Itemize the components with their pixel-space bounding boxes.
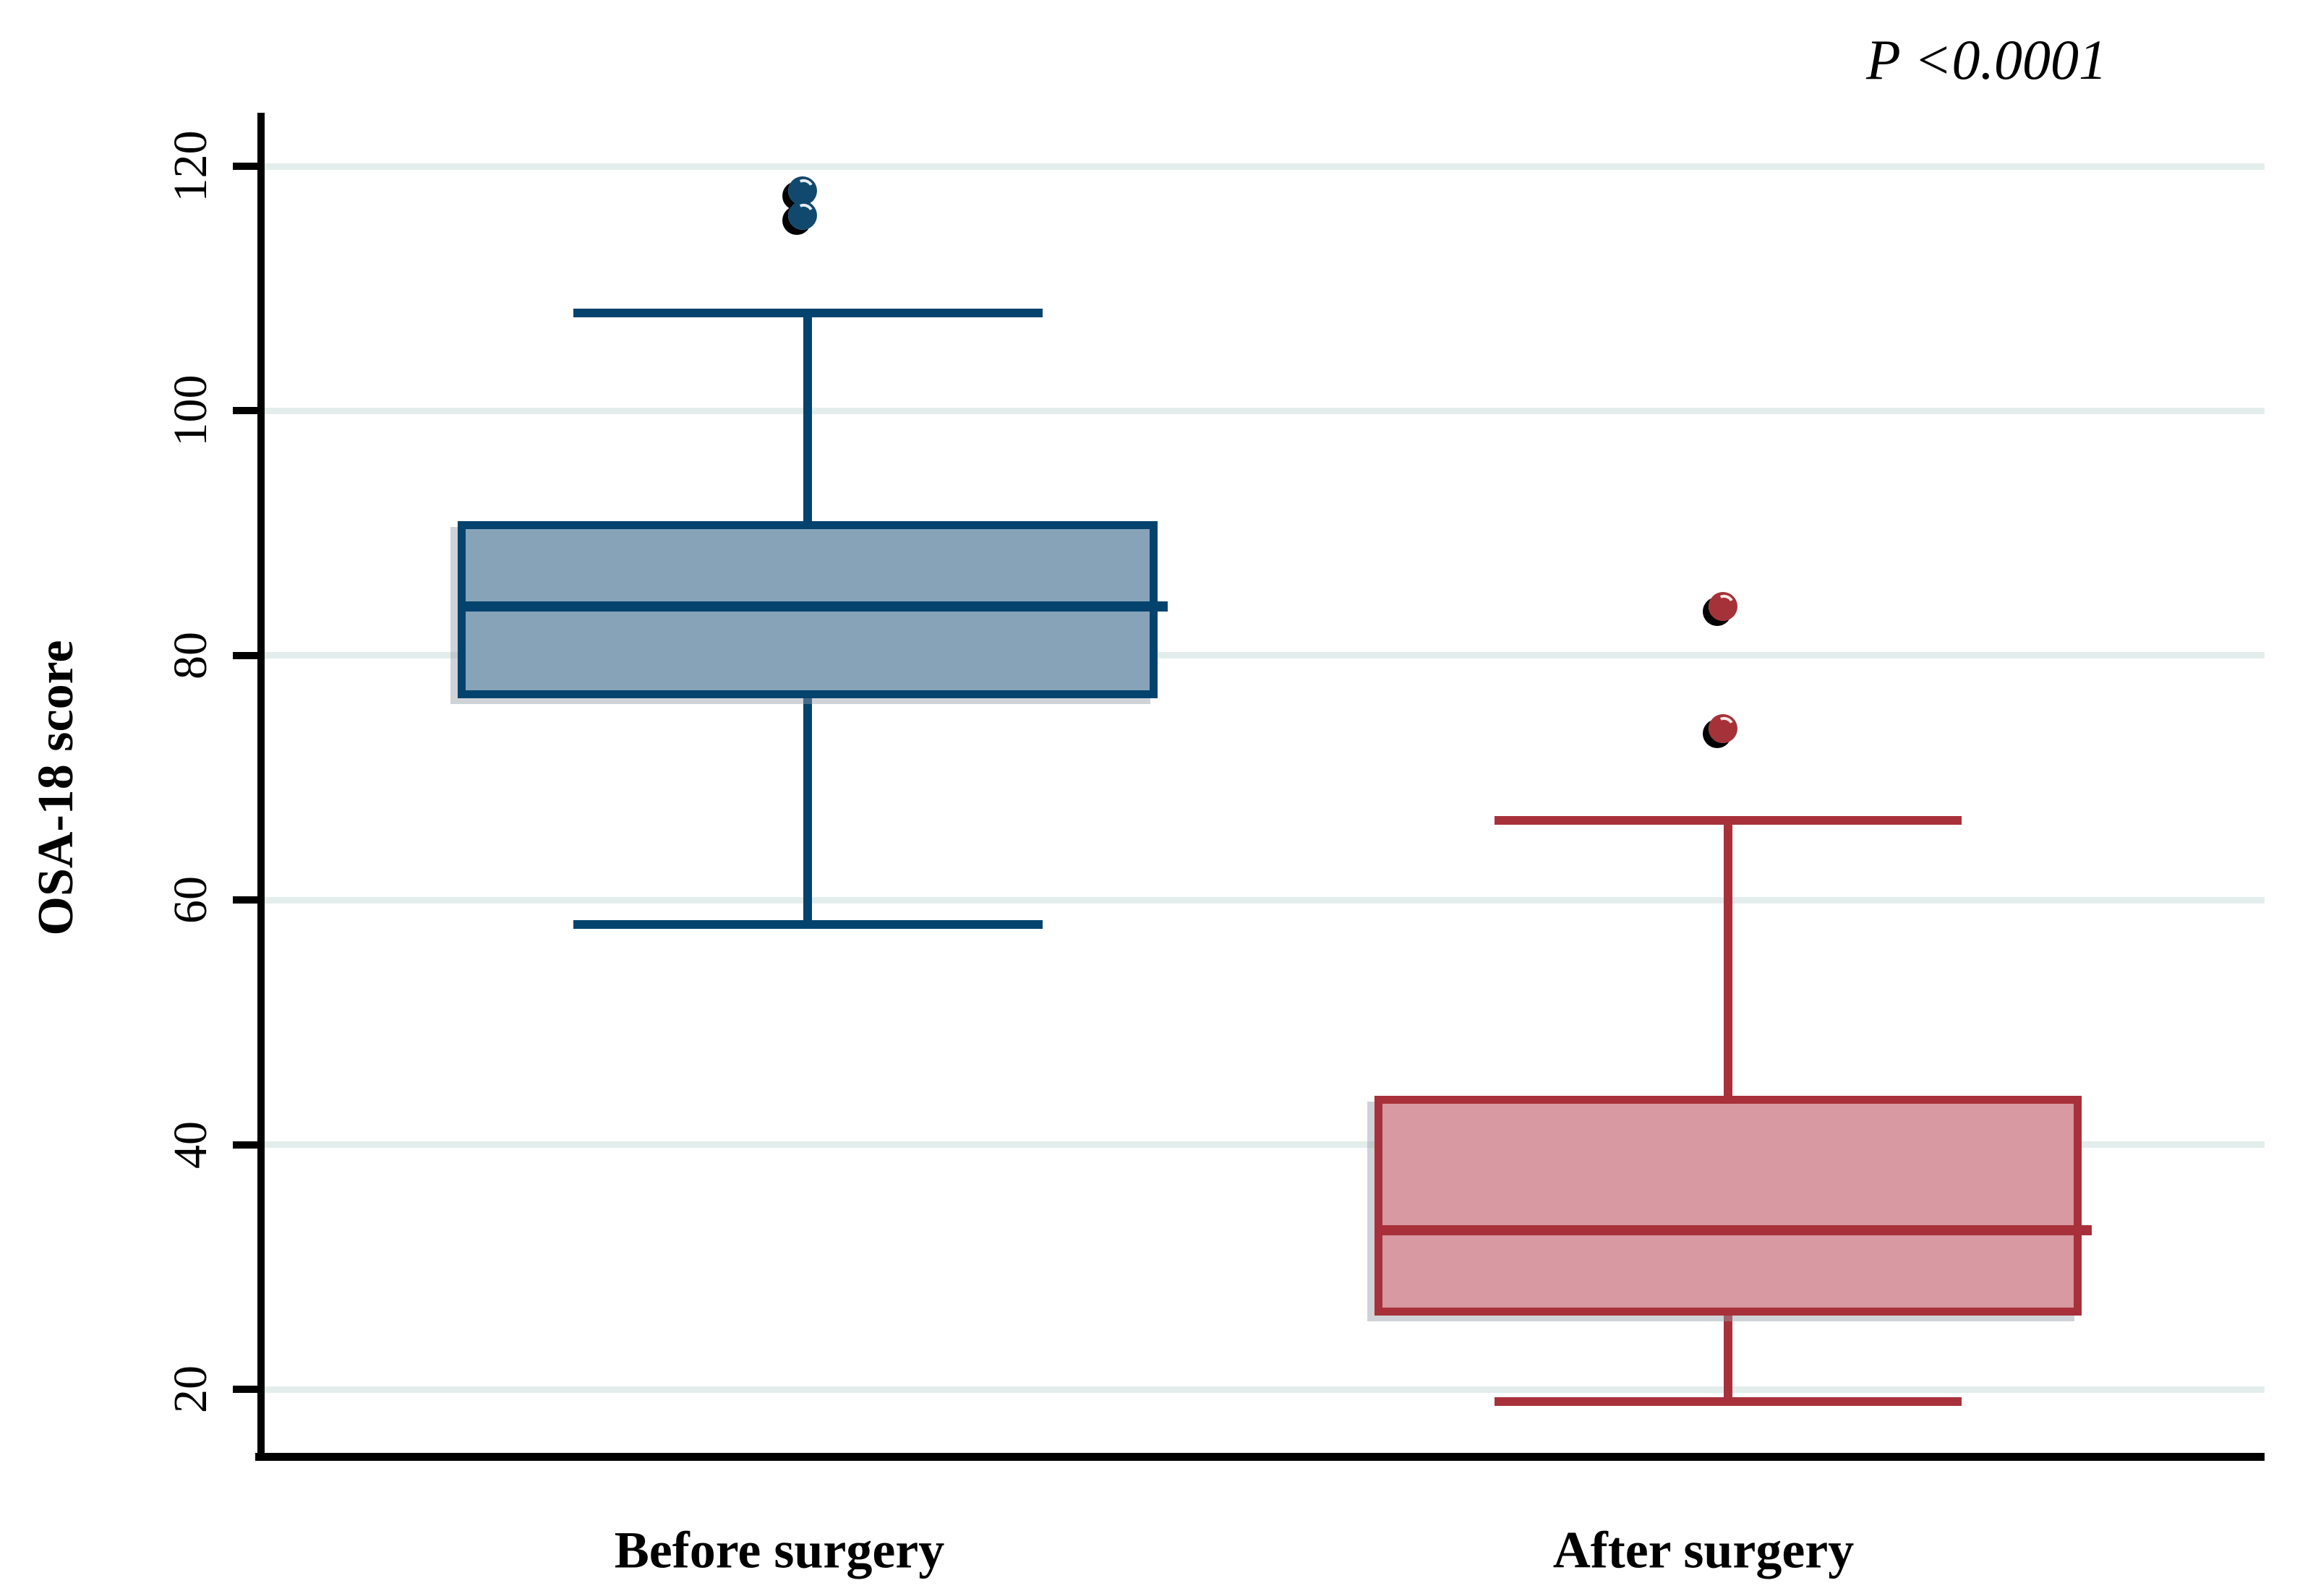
lower-whisker-line (1724, 1316, 1732, 1402)
upper-whisker-cap (573, 309, 1043, 318)
y-axis-tick (233, 407, 257, 415)
outlier-dot (1709, 714, 1737, 744)
upper-whisker-line (803, 313, 812, 521)
x-axis-label: After surgery (1552, 1521, 1855, 1579)
gridline (265, 896, 2265, 904)
p-value-annotation: P <0.0001 (1866, 28, 2107, 91)
y-axis-tick (233, 1386, 257, 1393)
y-axis-tick (233, 1141, 257, 1149)
outlier-dot (788, 200, 817, 230)
y-axis-tick-label: 80 (164, 631, 217, 679)
x-axis-label: Before surgery (614, 1521, 945, 1579)
x-axis-line (255, 1453, 2265, 1461)
gridline (265, 1386, 2265, 1393)
gridline (265, 652, 2265, 659)
y-axis-tick (233, 651, 257, 659)
y-axis-line (257, 113, 265, 1461)
y-axis-tick-label: 20 (164, 1365, 217, 1413)
upper-whisker-line (1724, 820, 1732, 1096)
outlier-dot (1709, 592, 1737, 622)
upper-whisker-cap (1495, 816, 1962, 825)
gridline (265, 1141, 2265, 1149)
lower-whisker-line (803, 698, 812, 925)
y-axis-tick-label: 60 (164, 876, 217, 924)
y-axis-tick-label: 40 (164, 1120, 217, 1169)
gridline (265, 407, 2265, 414)
y-axis-tick-label: 100 (164, 374, 217, 447)
median-line (458, 601, 1168, 612)
lower-whisker-cap (1495, 1396, 1962, 1406)
y-axis-tick-label: 120 (164, 130, 217, 202)
y-axis-tick (233, 163, 257, 170)
y-axis-tick (233, 896, 257, 904)
iqr-box (1374, 1095, 2082, 1316)
lower-whisker-cap (573, 920, 1043, 930)
gridline (265, 163, 2265, 170)
median-line (1374, 1225, 2092, 1236)
y-axis-title: OSA-18 score (28, 640, 84, 936)
